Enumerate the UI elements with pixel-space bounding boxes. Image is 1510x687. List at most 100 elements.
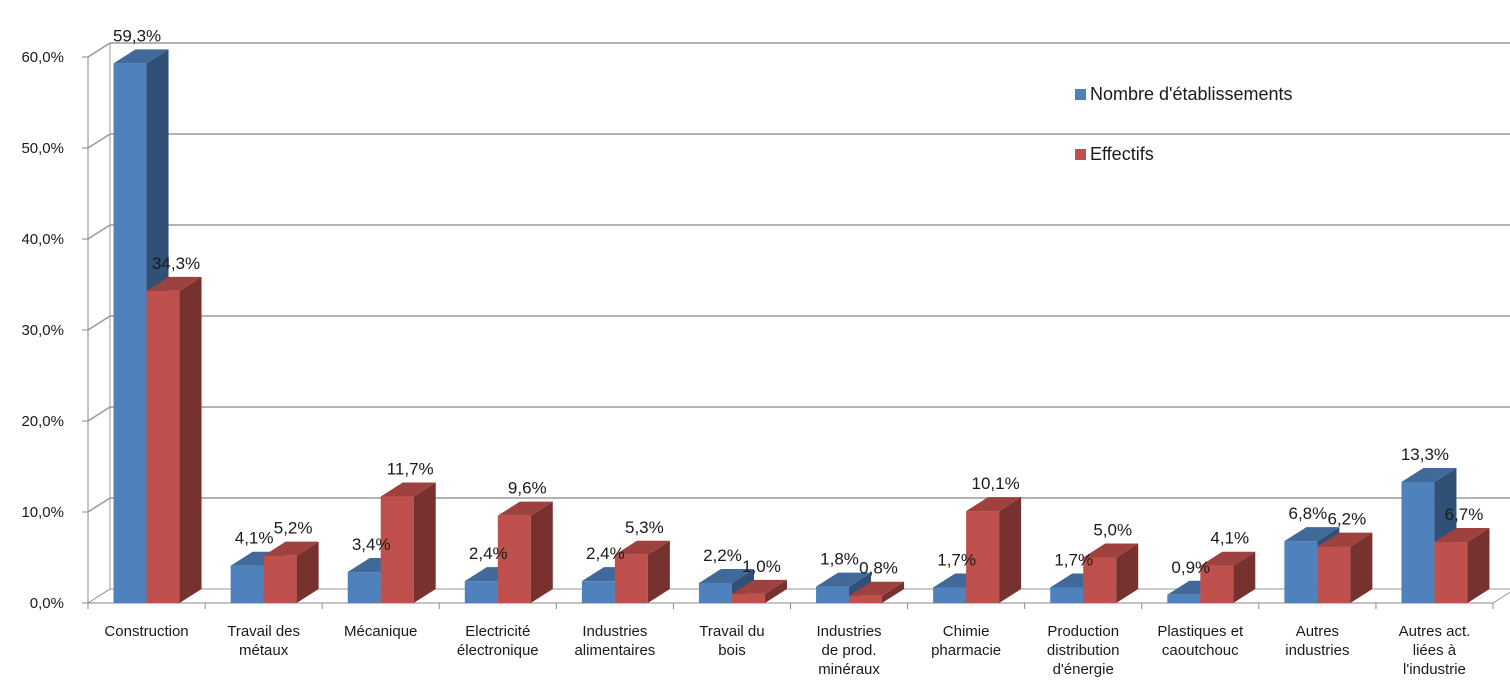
bar-etablissements-front [230,565,264,603]
bar-effectifs-top [731,579,787,594]
bar-effectifs [966,497,1022,603]
gridline-side [87,315,111,331]
y-tick-label: 10,0% [21,504,64,521]
gridline-side [87,497,111,513]
y-tick-label: 20,0% [21,413,64,430]
bar-effectifs-top [849,581,905,596]
bar-effectifs [1434,528,1490,603]
bar-etablissements-front [464,581,498,603]
data-label-etablissements: 6,8% [1289,504,1328,523]
bar-effectifs-side [1116,543,1139,603]
bar-effectifs-side [764,579,787,603]
bar-effectifs-front [146,290,180,603]
bar-effectifs [731,579,787,603]
bar-effectifs [380,482,436,603]
category-label: d'énergie [1053,661,1114,678]
category-label: Travail des [227,623,300,640]
data-label-etablissements: 1,8% [820,550,859,569]
category-label: industries [1285,642,1349,659]
category-labels: Construction Travail des métaux Mécanique El… [104,623,1470,678]
bar-effectifs-top [1317,532,1373,547]
bar-etablissements-top [1284,527,1340,542]
bar-effectifs-top [380,482,436,497]
data-label-effectifs: 9,6% [508,479,547,498]
bar-effectifs-top [263,541,319,556]
category-label: Mécanique [344,623,417,640]
category-label: distribution [1047,642,1120,659]
bar-etablissements-top [1401,467,1457,482]
data-label-etablissements: 2,4% [469,544,508,563]
gridline-side [87,133,111,149]
category-label: électronique [457,642,539,659]
category-label: alimentaires [574,642,655,659]
data-label-effectifs: 34,3% [152,254,200,273]
y-tick-label: 40,0% [21,231,64,248]
bar-effectifs-front [497,515,531,603]
bar-effectifs-top [614,540,670,555]
bar-effectifs [1317,532,1373,603]
bar-effectifs-front [1083,557,1117,603]
data-label-etablissements: 1,7% [1054,551,1093,570]
bar-effectifs [1200,551,1256,603]
data-label-etablissements: 1,7% [937,551,976,570]
bar-effectifs-front [263,555,297,603]
bar-effectifs [849,581,905,603]
data-label-etablissements: 2,4% [586,544,625,563]
data-label-etablissements: 0,9% [1171,558,1210,577]
bar-effectifs-top [497,501,553,516]
data-label-effectifs: 4,1% [1210,529,1249,548]
gridline-side [87,224,111,240]
data-label-etablissements: 3,4% [352,535,391,554]
bars [113,49,1490,604]
bar-etablissements-front [113,63,147,604]
y-tick-label: 50,0% [21,140,64,157]
bar-effectifs [146,276,202,603]
bar-etablissements-top [816,572,872,587]
category-label: Plastiques et [1157,623,1244,640]
bar-effectifs-top [1200,551,1256,566]
gridline-side [87,406,111,422]
bar-effectifs-front [614,554,648,603]
bar-effectifs-top [1083,543,1139,558]
bar-effectifs-front [966,511,1000,603]
legend-label: Nombre d'établissements [1090,84,1293,104]
legend-label: Effectifs [1090,144,1154,164]
bar-etablissements-front [1167,594,1201,603]
bar-effectifs-top [1434,528,1490,543]
bar-effectifs-top [146,276,202,291]
data-label-effectifs: 5,0% [1093,521,1132,540]
category-label: l'industrie [1403,661,1466,678]
data-label-effectifs: 5,3% [625,518,664,537]
legend-swatch [1075,149,1086,160]
y-tick-label: 0,0% [30,595,64,612]
y-tick-label: 60,0% [21,49,64,66]
category-label: de prod. [822,642,877,659]
bar-effectifs-side [999,497,1022,603]
category-label: caoutchouc [1162,642,1239,659]
bar-effectifs-side [413,482,436,603]
data-label-effectifs: 11,7% [387,460,434,479]
bar-effectifs [1083,543,1139,603]
data-labels: 59,3%34,3%4,1%5,2%3,4%11,7%2,4%9,6%2,4%5… [113,26,1483,577]
data-label-effectifs: 6,7% [1445,505,1484,524]
bar-effectifs-side [1467,528,1490,603]
bar-effectifs [263,541,319,603]
category-label: pharmacie [931,642,1001,659]
bar-etablissements-front [347,572,381,603]
legend-item: Effectifs [1075,144,1154,164]
bar-effectifs-side [530,501,553,603]
category-label: Industries [817,623,882,640]
bar-etablissements-front [1284,541,1318,603]
bar-effectifs-side [882,581,905,603]
bar-effectifs [497,501,553,603]
data-label-effectifs: 0,8% [859,559,898,578]
bar-etablissements-front [816,586,850,603]
bar-etablissements-front [698,582,732,603]
bar-effectifs-front [1200,565,1234,603]
data-label-etablissements: 2,2% [703,546,742,565]
category-label: Autres [1296,623,1339,640]
category-label: Chimie [943,623,990,640]
category-label: Production [1047,623,1119,640]
